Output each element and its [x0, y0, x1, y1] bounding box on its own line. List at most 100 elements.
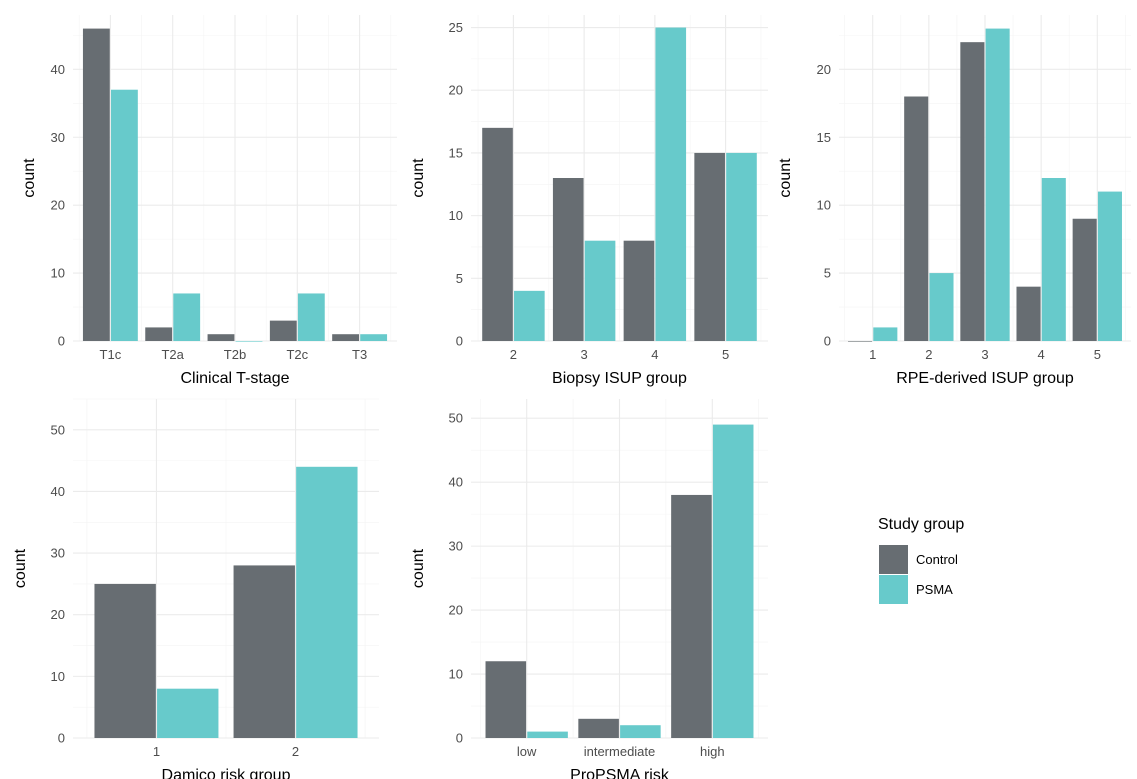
- y-tick-label: 30: [449, 539, 463, 554]
- y-tick-label: 50: [51, 422, 65, 437]
- y-axis-title: count: [410, 548, 427, 588]
- legend: Study group Control PSMA: [878, 516, 964, 604]
- y-axis-title: count: [777, 158, 794, 198]
- legend-key-control: [879, 545, 908, 574]
- bar-psma-3: [584, 240, 616, 341]
- bar-control-5: [694, 152, 725, 341]
- y-tick-label: 40: [449, 475, 463, 490]
- bar-control-5: [1072, 218, 1097, 341]
- bar-psma-t1c: [110, 89, 138, 341]
- bar-psma-5: [1097, 191, 1122, 341]
- y-tick-label: 20: [449, 83, 463, 98]
- y-tick-label: 15: [817, 130, 831, 145]
- x-tick-label: 1: [153, 744, 160, 759]
- bar-control-3: [552, 178, 584, 341]
- y-tick-label: 0: [58, 334, 65, 349]
- bar-control-low: [485, 661, 527, 738]
- bar-control-t2c: [269, 320, 297, 341]
- y-tick-label: 20: [449, 603, 463, 618]
- y-axis-title: count: [21, 158, 38, 198]
- x-tick-label: high: [700, 744, 725, 759]
- bar-control-1: [94, 583, 156, 738]
- bar-psma-1: [157, 688, 219, 738]
- bar-psma-2: [929, 273, 954, 341]
- y-tick-label: 5: [456, 271, 463, 286]
- y-tick-label: 0: [456, 334, 463, 349]
- bar-psma-intermediate: [620, 725, 661, 738]
- x-tick-label: 3: [981, 347, 988, 362]
- bar-psma-t2a: [173, 293, 201, 341]
- bar-psma-2: [514, 290, 545, 341]
- bar-psma-t2b: [235, 341, 263, 342]
- bar-control-2: [233, 565, 295, 738]
- bar-psma-2: [296, 466, 358, 738]
- chart-panel-1: 0 10 20 30 40 T1c T2a T2b T2c T3 Clinical T-stage c…: [21, 15, 397, 387]
- y-tick-label: 40: [51, 484, 65, 499]
- chart-panel-2: 0 5 10 15 20 25 2 3 4 5 Biopsy ISUP group count: [410, 15, 768, 387]
- y-axis-title: count: [410, 158, 427, 198]
- bar-psma-5: [726, 152, 757, 341]
- bar-psma-1: [873, 327, 898, 341]
- legend-label-psma: PSMA: [916, 582, 953, 597]
- y-tick-label: 20: [51, 607, 65, 622]
- y-tick-label: 10: [51, 266, 65, 281]
- y-tick-label: 0: [824, 334, 831, 349]
- y-tick-label: 10: [449, 667, 463, 682]
- y-tick-label: 40: [51, 62, 65, 77]
- x-tick-label: low: [517, 744, 537, 759]
- x-axis-title: Damico risk group: [162, 767, 291, 779]
- bar-psma-3: [985, 28, 1010, 341]
- x-tick-label: T1c: [100, 347, 122, 362]
- x-tick-label: T2b: [224, 347, 246, 362]
- x-tick-label: 2: [510, 347, 517, 362]
- x-tick-label: T2c: [286, 347, 308, 362]
- bar-control-2: [904, 96, 929, 341]
- x-tick-label: 3: [581, 347, 588, 362]
- chart-panel-5: 0 10 20 30 40 50 low intermediate high ProPSMA ri…: [410, 399, 768, 779]
- bar-control-4: [1016, 286, 1041, 341]
- bar-control-2: [482, 127, 513, 341]
- x-tick-label: 4: [651, 347, 658, 362]
- x-tick-label: 2: [292, 744, 299, 759]
- chart-panel-3: 0 5 10 15 20 1 2 3 4 5 RPE-derived ISUP group count: [777, 15, 1131, 387]
- y-axis-title: count: [12, 548, 29, 588]
- x-tick-label: intermediate: [584, 744, 656, 759]
- bar-control-3: [960, 42, 985, 342]
- bar-control-intermediate: [578, 718, 619, 738]
- y-tick-label: 0: [58, 731, 65, 746]
- bar-psma-4: [655, 27, 687, 342]
- x-tick-label: T3: [352, 347, 367, 362]
- x-axis-title: Biopsy ISUP group: [552, 370, 687, 387]
- y-tick-label: 15: [449, 145, 463, 160]
- bar-control-t1c: [82, 28, 110, 341]
- y-tick-label: 5: [824, 266, 831, 281]
- x-tick-label: 4: [1038, 347, 1045, 362]
- bar-control-high: [671, 494, 712, 738]
- bar-control-t2b: [207, 334, 235, 341]
- x-tick-label: T2a: [161, 347, 184, 362]
- bar-psma-high: [712, 424, 754, 738]
- y-tick-label: 10: [817, 198, 831, 213]
- bar-control-t3: [332, 334, 360, 341]
- bar-psma-low: [527, 731, 568, 738]
- bar-psma-t3: [360, 334, 388, 341]
- y-tick-label: 25: [449, 20, 463, 35]
- bar-psma-4: [1041, 178, 1066, 341]
- y-tick-label: 10: [51, 669, 65, 684]
- bar-psma-t2c: [297, 293, 325, 341]
- bar-control-t2a: [145, 327, 173, 341]
- legend-key-psma: [879, 575, 908, 604]
- legend-title: Study group: [878, 516, 964, 533]
- x-tick-label: 5: [1094, 347, 1101, 362]
- legend-label-control: Control: [916, 552, 958, 567]
- y-tick-label: 30: [51, 546, 65, 561]
- x-axis-title: ProPSMA risk: [570, 767, 670, 779]
- x-tick-label: 5: [722, 347, 729, 362]
- bar-control-4: [623, 240, 655, 341]
- x-axis-title: RPE-derived ISUP group: [896, 370, 1074, 387]
- y-tick-label: 0: [456, 731, 463, 746]
- y-tick-label: 10: [449, 208, 463, 223]
- x-tick-label: 2: [925, 347, 932, 362]
